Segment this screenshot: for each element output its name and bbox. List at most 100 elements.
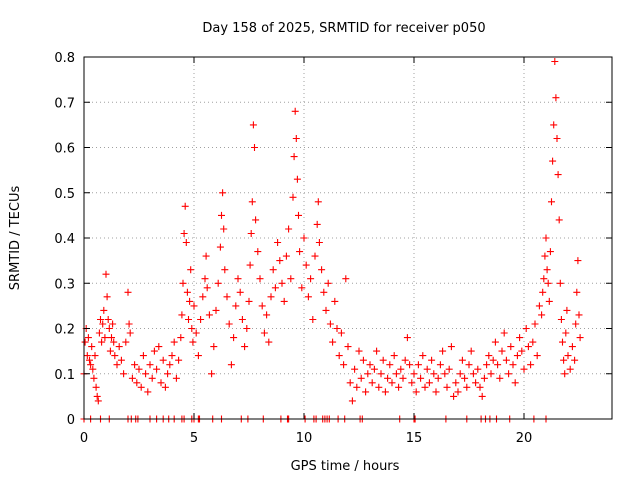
data-point — [314, 198, 322, 206]
data-point — [397, 365, 405, 373]
data-point — [289, 193, 297, 201]
y-tick-label: 0.7 — [54, 96, 75, 111]
data-point — [390, 352, 398, 360]
data-point — [282, 252, 290, 260]
data-point — [423, 365, 431, 373]
data-point — [412, 388, 420, 396]
data-point — [221, 266, 229, 274]
data-point — [269, 266, 277, 274]
data-point — [291, 107, 299, 115]
data-point — [340, 361, 348, 369]
data-point — [485, 352, 493, 360]
data-point — [202, 252, 210, 260]
data-point — [150, 347, 158, 355]
data-point — [531, 320, 539, 328]
data-point — [278, 279, 286, 287]
data-point — [572, 320, 580, 328]
data-point — [245, 297, 253, 305]
data-point — [491, 338, 499, 346]
data-point — [498, 347, 506, 355]
data-point — [227, 361, 235, 369]
data-point — [443, 383, 451, 391]
data-point — [447, 343, 455, 351]
data-point — [185, 316, 192, 323]
data-point — [199, 293, 207, 301]
data-point — [178, 311, 186, 319]
data-point — [421, 383, 429, 391]
data-point — [192, 329, 200, 337]
data-point — [399, 374, 407, 382]
data-point — [454, 388, 462, 396]
data-point — [535, 302, 543, 310]
data-point — [251, 144, 258, 151]
y-tick-label: 0.3 — [54, 277, 75, 292]
x-tick-label: 5 — [190, 431, 198, 446]
data-point — [357, 374, 365, 382]
data-point — [236, 288, 244, 296]
data-point — [555, 216, 563, 224]
data-point — [452, 379, 460, 387]
data-point — [375, 383, 383, 391]
data-point — [458, 356, 466, 364]
data-point — [247, 230, 255, 237]
data-point — [403, 334, 411, 342]
data-point — [566, 365, 574, 373]
data-point — [290, 153, 298, 161]
data-point — [263, 311, 271, 319]
chart-title: Day 158 of 2025, SRMTID for receiver p05… — [202, 21, 485, 36]
data-point — [248, 198, 256, 206]
data-point — [177, 334, 185, 342]
data-point — [89, 365, 97, 373]
data-point — [417, 374, 425, 382]
data-point — [539, 288, 547, 296]
data-point — [502, 356, 510, 364]
data-point — [483, 361, 491, 369]
data-point — [432, 388, 440, 396]
data-point — [183, 288, 191, 296]
data-point — [295, 211, 302, 219]
data-point — [467, 347, 475, 355]
grid-lines — [84, 57, 612, 419]
data-point — [489, 356, 497, 364]
data-point — [430, 370, 438, 378]
data-point — [81, 338, 89, 346]
data-point — [511, 379, 519, 387]
data-point — [135, 365, 143, 373]
data-point — [513, 352, 521, 360]
data-point — [139, 352, 147, 360]
y-tick-label: 0 — [67, 413, 75, 428]
data-point — [113, 361, 121, 369]
data-point — [194, 352, 202, 360]
data-point — [487, 370, 495, 378]
data-point — [203, 284, 211, 292]
data-point — [105, 325, 113, 332]
data-point — [98, 338, 106, 346]
y-tick-label: 0.5 — [54, 187, 75, 202]
data-point — [83, 352, 91, 360]
data-point — [254, 248, 262, 256]
data-point — [472, 379, 480, 387]
data-point — [544, 279, 552, 287]
data-point — [474, 365, 482, 373]
data-point — [84, 334, 92, 342]
data-point — [271, 284, 279, 292]
data-point — [368, 379, 376, 387]
data-point — [520, 365, 528, 373]
data-point — [324, 279, 332, 287]
data-point — [148, 374, 156, 382]
data-point — [210, 343, 218, 351]
data-point — [564, 352, 572, 360]
data-point — [496, 374, 504, 382]
data-point — [274, 239, 282, 246]
data-point — [106, 347, 114, 355]
x-tick-label: 15 — [406, 431, 423, 446]
data-point — [88, 343, 96, 351]
data-point — [87, 361, 95, 369]
data-point — [406, 361, 414, 369]
data-point — [187, 266, 195, 274]
data-point — [265, 338, 273, 346]
axis-ticks — [83, 56, 612, 420]
data-point — [377, 370, 385, 378]
data-point — [293, 175, 301, 183]
data-point — [292, 135, 300, 142]
